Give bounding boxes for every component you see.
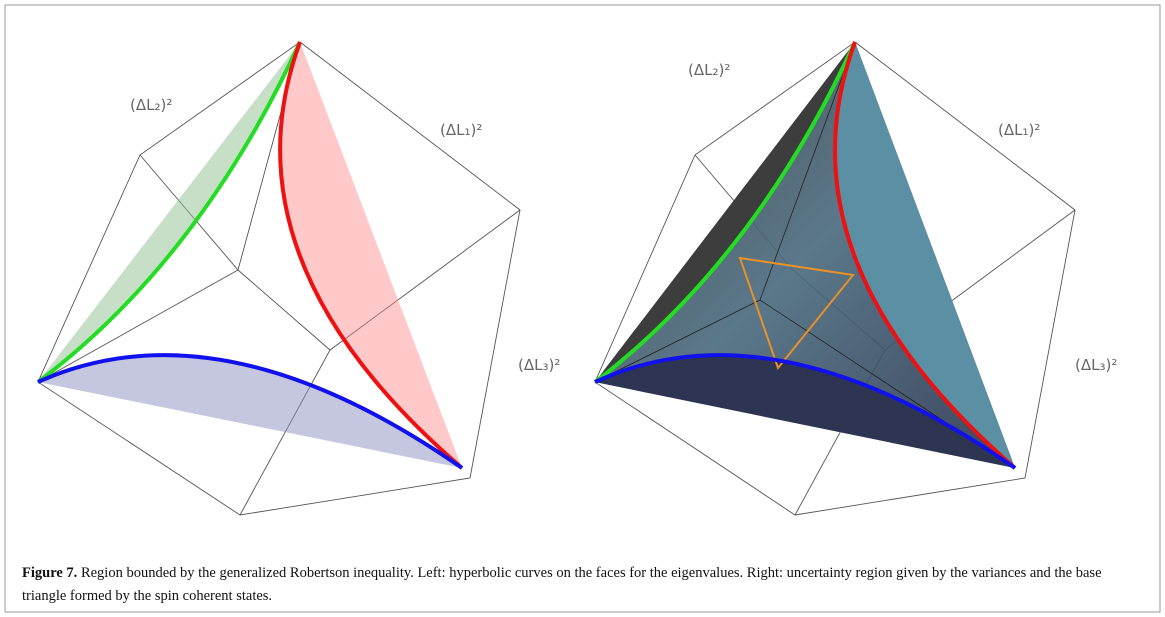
axis-label: (ΔL₂)² [688, 61, 730, 79]
frame [4, 4, 1161, 613]
axis-label: (ΔL₂)² [130, 96, 172, 114]
blue-curve [594, 353, 1017, 470]
red-curve [833, 41, 1017, 470]
caption: Figure 7. Region bounded by the generali… [22, 562, 1147, 608]
base-triangle [738, 256, 855, 371]
green-curve [593, 41, 857, 384]
blue-face [38, 355, 462, 468]
blue-face [595, 355, 1015, 468]
red-curve [278, 41, 464, 470]
teal-face [835, 42, 1015, 468]
axis-label: (ΔL₃)² [1075, 356, 1117, 374]
caption-label: Figure 7. [22, 565, 78, 581]
blue-curve [37, 353, 464, 470]
green-curve [36, 41, 302, 384]
axis-label: (ΔL₁)² [440, 121, 482, 139]
axis-label: (ΔL₃)² [518, 356, 560, 374]
axis-label: (ΔL₁)² [998, 121, 1040, 139]
dark-face [595, 42, 855, 382]
red-face [280, 42, 462, 468]
caption-text: Region bounded by the generalized Robert… [22, 565, 1102, 604]
green-face [38, 42, 300, 382]
